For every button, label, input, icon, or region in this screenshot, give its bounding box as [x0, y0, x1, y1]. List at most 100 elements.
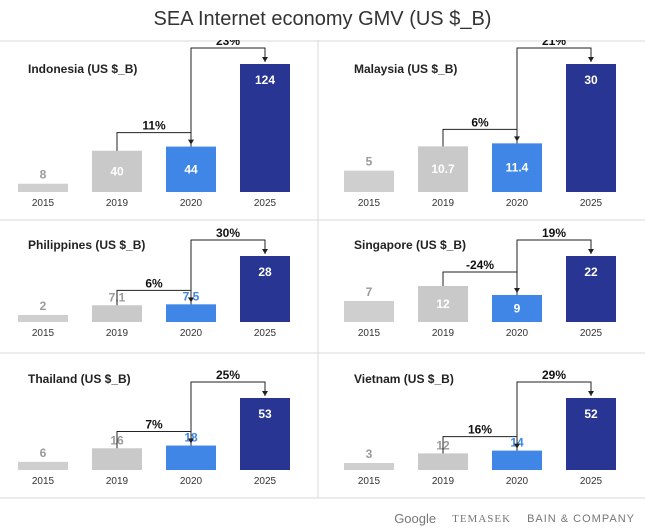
vietnam-bar-2020 [492, 450, 542, 470]
indonesia-growth-arrow-2 [262, 57, 268, 62]
vietnam-year-label-2019: 2019 [432, 476, 455, 487]
thailand-value-label-2015: 6 [40, 446, 47, 460]
malaysia-year-label-2019: 2019 [432, 198, 455, 209]
singapore-bar-2019 [418, 286, 468, 322]
indonesia-year-label-2019: 2019 [106, 198, 129, 209]
thailand-bar-2019 [92, 448, 142, 470]
philippines-bar-2020 [166, 304, 216, 322]
vietnam-bar-2015 [344, 463, 394, 470]
malaysia-year-label-2025: 2025 [580, 198, 603, 209]
philippines-bar-2025 [240, 256, 290, 322]
thailand-growth-arrow-2 [262, 391, 268, 396]
indonesia-bar-2020 [166, 146, 216, 192]
vietnam-growth-arrow-2 [588, 391, 594, 396]
vietnam-panel-title: Vietnam (US $_B) [354, 372, 454, 386]
indonesia-growth-label-2: 23% [216, 40, 240, 48]
temasek-logo: TEMASEK [452, 512, 512, 525]
indonesia-year-label-2025: 2025 [254, 198, 277, 209]
singapore-bar-2015 [344, 301, 394, 322]
malaysia-bar-2015 [344, 170, 394, 192]
thailand-bar-2020 [166, 445, 216, 470]
indonesia-value-label-2020: 44 [184, 162, 198, 176]
vietnam-year-label-2025: 2025 [580, 476, 603, 487]
thailand-growth-label-2: 25% [216, 368, 240, 382]
malaysia-panel-title: Malaysia (US $_B) [354, 62, 457, 76]
indonesia-year-label-2020: 2020 [180, 198, 203, 209]
malaysia-bar-2019 [418, 146, 468, 192]
singapore-year-label-2019: 2019 [432, 328, 455, 339]
indonesia-bar-2025 [240, 64, 290, 192]
singapore-value-label-2025: 22 [584, 265, 598, 279]
philippines-year-label-2020: 2020 [180, 328, 203, 339]
malaysia-growth-bracket-2 [516, 47, 592, 144]
philippines-bar-2015 [18, 315, 68, 322]
charts-grid: Indonesia (US $_B) 8 2015 40 2019 44 2020 124 20… [0, 40, 645, 499]
singapore-bar-2025 [566, 256, 616, 322]
philippines-year-label-2019: 2019 [106, 328, 129, 339]
malaysia-year-label-2020: 2020 [506, 198, 529, 209]
indonesia-bar-2019 [92, 150, 142, 192]
malaysia-growth-arrow-2 [588, 57, 594, 62]
bain-logo: BAIN & COMPANY [527, 512, 635, 525]
chart-title: SEA Internet economy GMV (US $_B) [153, 8, 492, 30]
thailand-year-label-2019: 2019 [106, 476, 129, 487]
singapore-year-label-2025: 2025 [580, 328, 603, 339]
indonesia-value-label-2025: 124 [255, 73, 275, 87]
indonesia-value-label-2019: 40 [110, 164, 124, 178]
indonesia-bar-2015 [18, 183, 68, 192]
philippines-year-label-2015: 2015 [32, 328, 55, 339]
singapore-value-label-2015: 7 [366, 285, 373, 299]
philippines-bar-2019 [92, 305, 142, 322]
vietnam-year-label-2020: 2020 [506, 476, 529, 487]
philippines-growth-label-2: 30% [216, 226, 240, 240]
philippines-growth-bracket-2 [190, 239, 266, 305]
philippines-growth-bracket-1 [116, 289, 192, 306]
philippines-value-label-2015: 2 [40, 299, 47, 313]
singapore-growth-bracket-2 [516, 239, 592, 295]
thailand-panel-title: Thailand (US $_B) [28, 372, 131, 386]
philippines-value-label-2025: 28 [258, 265, 272, 279]
singapore-growth-label-2: 19% [542, 226, 566, 240]
indonesia-panel-title: Indonesia (US $_B) [28, 62, 137, 76]
malaysia-value-label-2025: 30 [584, 73, 598, 87]
singapore-year-label-2020: 2020 [506, 328, 529, 339]
indonesia-growth-label-1: 11% [142, 119, 166, 133]
vietnam-bar-2019 [418, 453, 468, 470]
thailand-year-label-2015: 2015 [32, 476, 55, 487]
singapore-value-label-2020: 9 [514, 302, 521, 316]
indonesia-growth-bracket-2 [190, 47, 266, 147]
vietnam-bar-2025 [566, 398, 616, 470]
vietnam-growth-label-1: 16% [468, 423, 492, 437]
singapore-value-label-2019: 12 [436, 297, 450, 311]
singapore-year-label-2015: 2015 [358, 328, 381, 339]
philippines-growth-arrow-2 [262, 249, 268, 254]
thailand-year-label-2025: 2025 [254, 476, 277, 487]
malaysia-growth-label-2: 21% [542, 40, 566, 48]
vietnam-growth-bracket-2 [516, 381, 592, 451]
thailand-growth-bracket-2 [190, 381, 266, 446]
malaysia-value-label-2019: 10.7 [431, 162, 455, 176]
philippines-panel-title: Philippines (US $_B) [28, 238, 145, 252]
malaysia-bar-2020 [492, 143, 542, 192]
indonesia-year-label-2015: 2015 [32, 198, 55, 209]
vietnam-value-label-2025: 52 [584, 407, 598, 421]
thailand-growth-label-1: 7% [145, 418, 163, 432]
malaysia-bar-2025 [566, 64, 616, 192]
google-logo: Google [394, 511, 437, 526]
footer: Google TEMASEK BAIN & COMPANY [394, 511, 635, 526]
philippines-year-label-2025: 2025 [254, 328, 277, 339]
singapore-bar-2020 [492, 295, 542, 322]
philippines-growth-label-1: 6% [145, 276, 163, 290]
singapore-panel-title: Singapore (US $_B) [354, 238, 466, 252]
vietnam-growth-label-2: 29% [542, 368, 566, 382]
thailand-year-label-2020: 2020 [180, 476, 203, 487]
vietnam-year-label-2015: 2015 [358, 476, 381, 487]
malaysia-value-label-2015: 5 [366, 155, 373, 169]
indonesia-value-label-2015: 8 [40, 168, 47, 182]
thailand-bar-2015 [18, 461, 68, 470]
thailand-bar-2025 [240, 398, 290, 470]
malaysia-value-label-2020: 11.4 [506, 161, 529, 175]
thailand-value-label-2025: 53 [258, 407, 272, 421]
malaysia-year-label-2015: 2015 [358, 198, 381, 209]
malaysia-growth-label-1: 6% [471, 115, 489, 129]
